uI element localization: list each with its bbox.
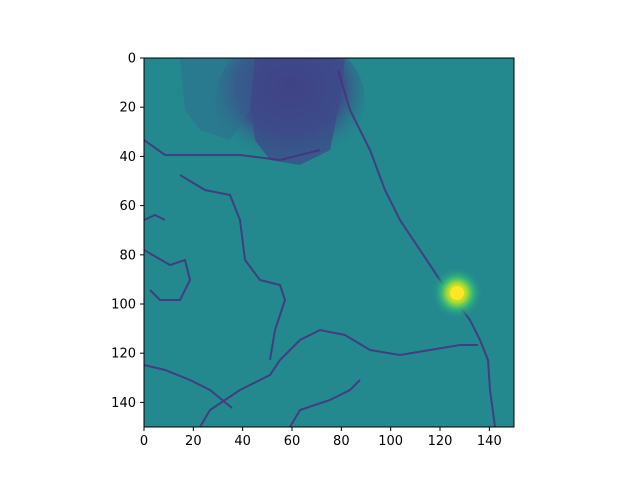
x-tick-label: 0 bbox=[140, 434, 148, 449]
y-tick-label: 100 bbox=[111, 298, 136, 313]
y-tick-label: 120 bbox=[111, 347, 136, 362]
y-tick-label: 80 bbox=[119, 248, 136, 263]
x-tick-label: 100 bbox=[378, 434, 403, 449]
y-tick-label: 20 bbox=[119, 101, 136, 116]
y-tick-label: 60 bbox=[119, 199, 136, 214]
y-tick-label: 0 bbox=[128, 52, 136, 67]
dark-region-left bbox=[180, 58, 255, 140]
x-tick-label: 20 bbox=[185, 434, 202, 449]
heatmap-image bbox=[144, 58, 514, 427]
y-axis: 0 20 40 60 80 100 120 140 bbox=[111, 52, 144, 411]
x-tick-label: 120 bbox=[428, 434, 453, 449]
hotspot-core bbox=[450, 286, 464, 300]
axes-frame bbox=[143, 57, 515, 428]
y-tick-label: 40 bbox=[119, 150, 136, 165]
x-axis: 0 20 40 60 80 100 120 140 bbox=[140, 427, 502, 449]
y-tick-label: 140 bbox=[111, 396, 136, 411]
x-tick-label: 60 bbox=[284, 434, 301, 449]
x-tick-label: 40 bbox=[234, 434, 251, 449]
dark-region-core bbox=[250, 58, 345, 165]
x-tick-label: 80 bbox=[333, 434, 350, 449]
x-tick-label: 140 bbox=[477, 434, 502, 449]
